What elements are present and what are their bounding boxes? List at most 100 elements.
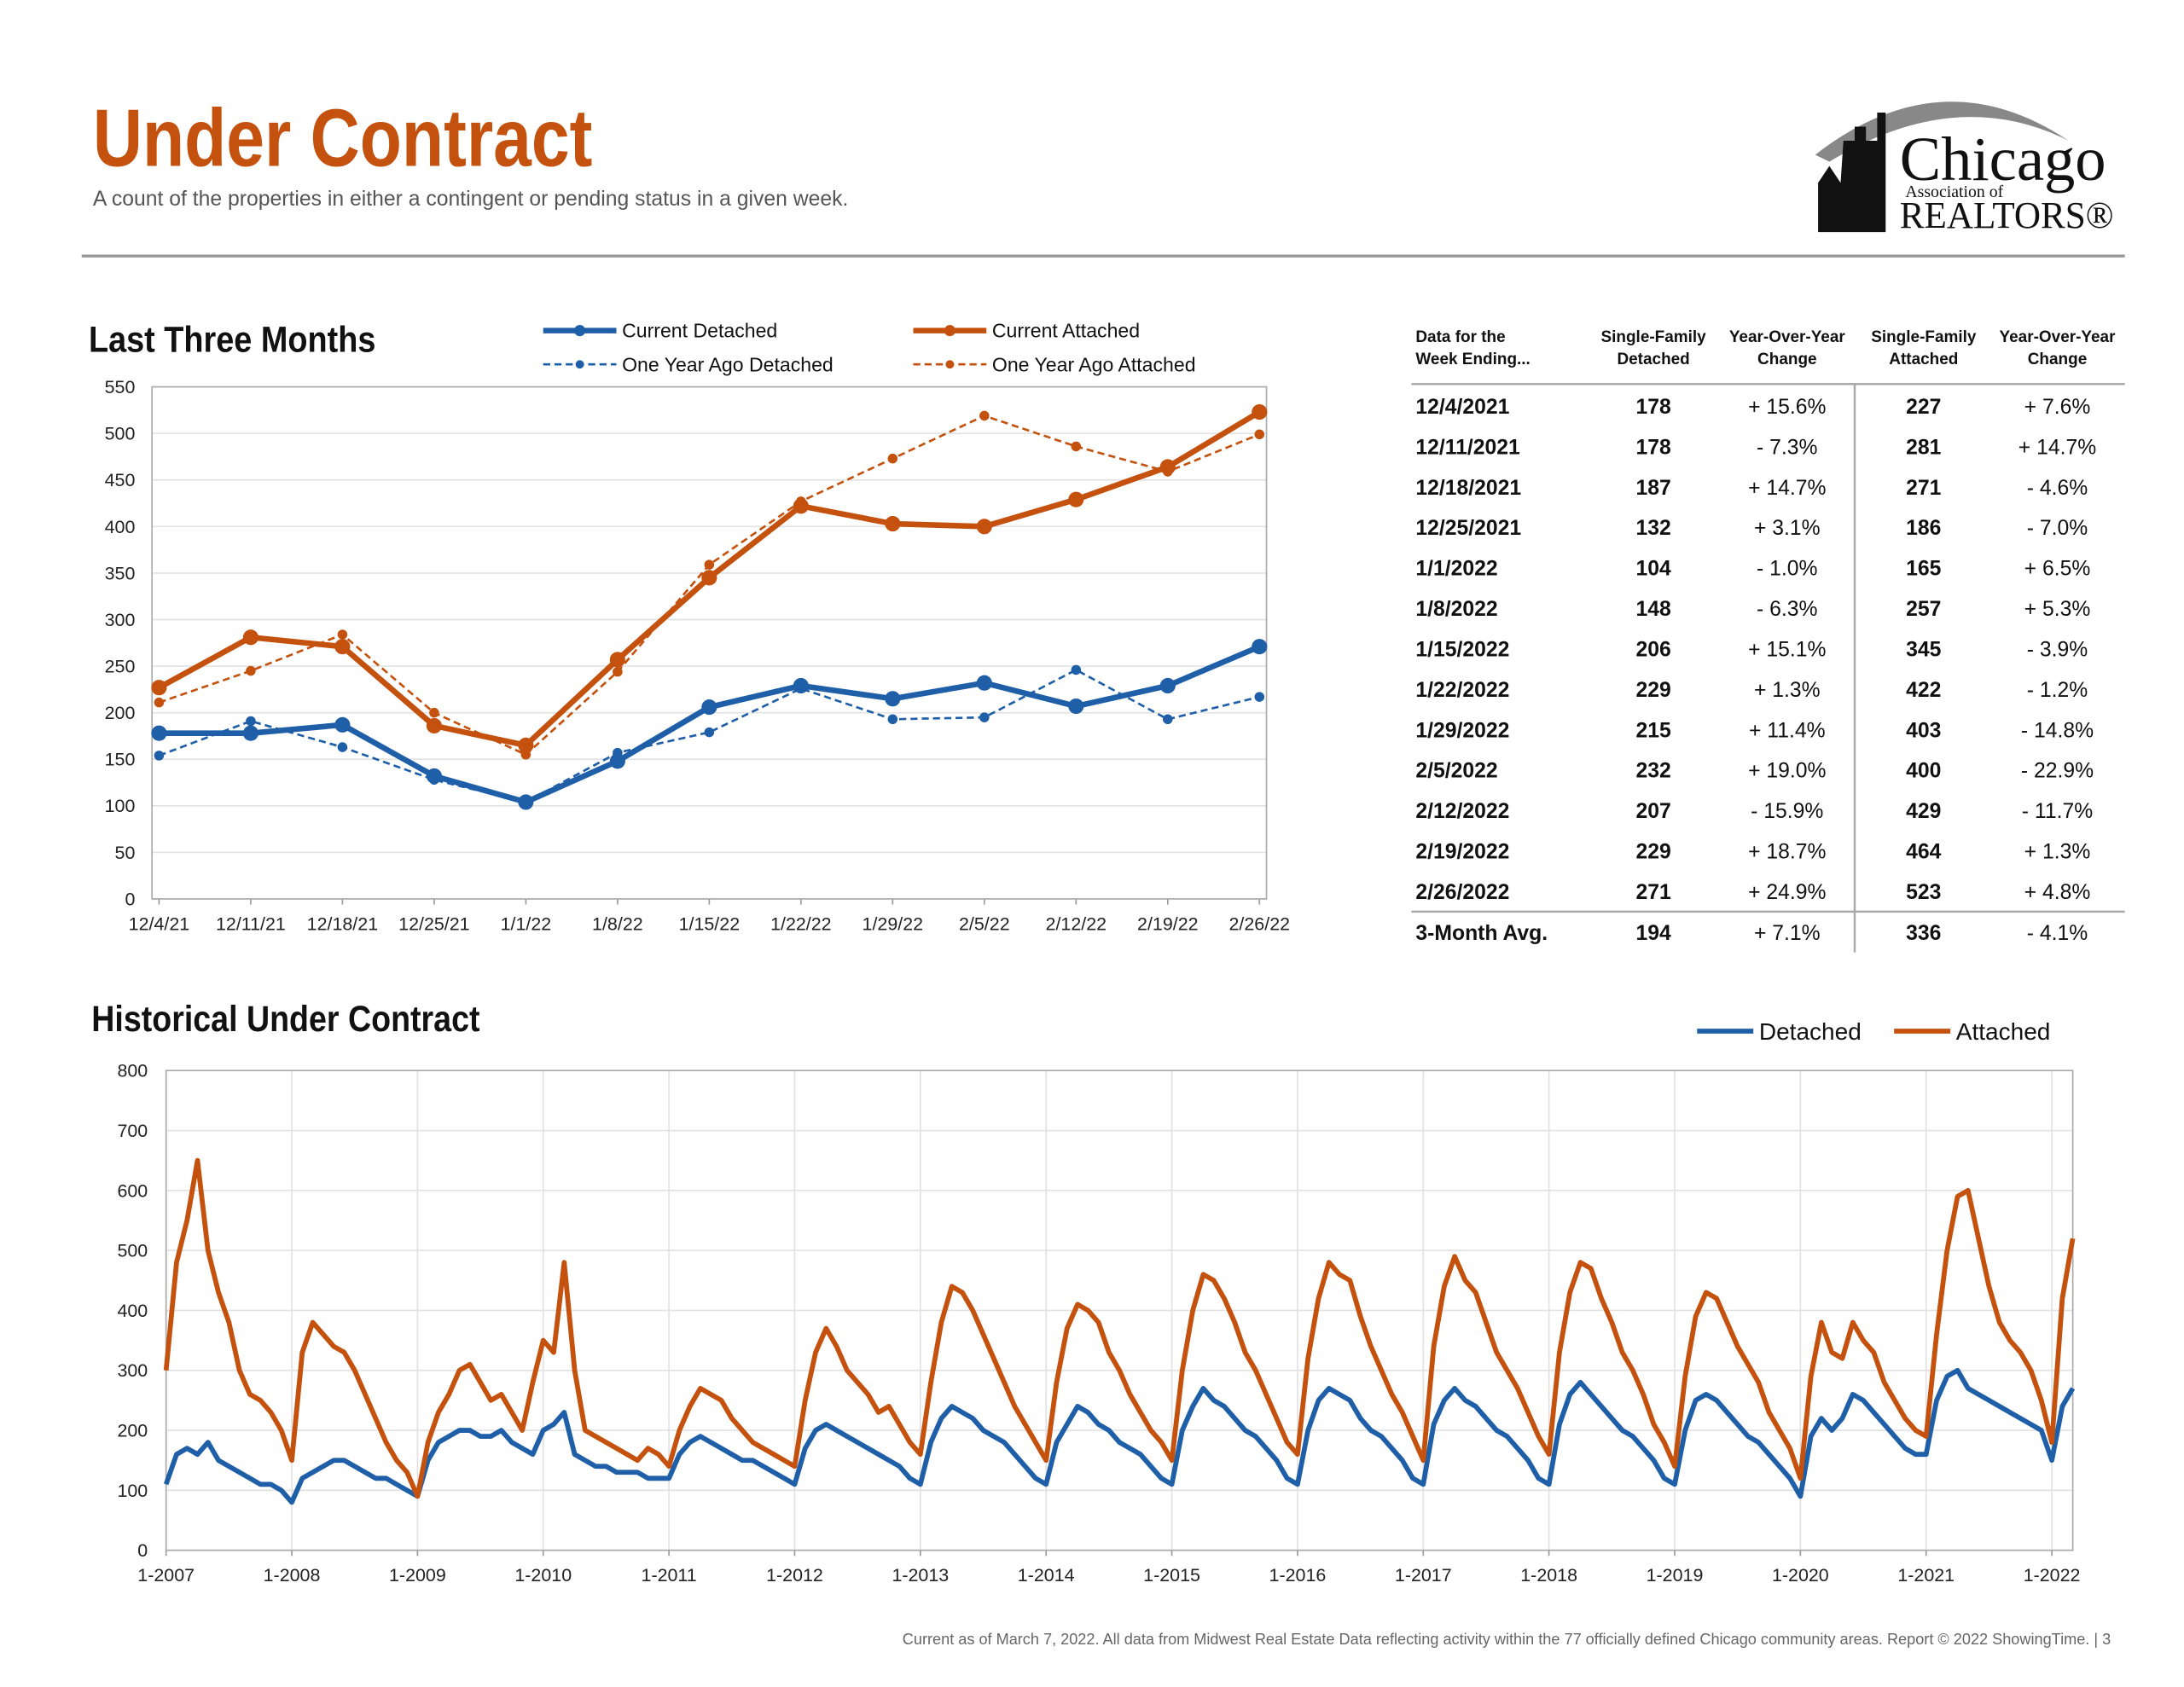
- table-cell: 206: [1635, 638, 1670, 661]
- table-cell: + 4.8%: [2024, 881, 2091, 904]
- x-tick-label: 1-2010: [514, 1565, 572, 1586]
- table-cell: 429: [1906, 800, 1941, 823]
- x-tick-label: 2/5/22: [959, 913, 1010, 934]
- data-point: [154, 751, 165, 761]
- legend-label: One Year Ago Attached: [992, 353, 1196, 375]
- plot-frame: [151, 386, 1268, 900]
- table-cell: - 11.7%: [2022, 800, 2093, 823]
- x-tick-label: 1-2016: [1269, 1565, 1327, 1586]
- logo-line3: REALTORS®: [1900, 194, 2114, 236]
- data-point: [887, 453, 898, 464]
- data-point: [151, 680, 167, 696]
- table-cell: 1/22/2022: [1415, 679, 1509, 702]
- table-cell: 281: [1906, 436, 1942, 459]
- data-point: [1254, 429, 1265, 440]
- table-cell: 178: [1635, 436, 1670, 459]
- table-cell: 257: [1906, 598, 1941, 621]
- data-point: [518, 737, 534, 753]
- table-cell: - 7.3%: [1757, 436, 1818, 459]
- data-point: [609, 652, 625, 668]
- plot-frame: [165, 1070, 2074, 1551]
- table-cell: + 19.0%: [1748, 760, 1826, 783]
- data-point: [1068, 698, 1084, 715]
- table-cell: - 7.0%: [2027, 517, 2088, 540]
- table-cell: 523: [1906, 881, 1941, 904]
- x-tick-label: 2/26/22: [1229, 913, 1291, 934]
- data-point: [520, 797, 531, 808]
- table-cell: 178: [1635, 396, 1670, 419]
- table-header: Single-Family: [1871, 328, 1977, 346]
- data-point: [976, 519, 992, 535]
- y-tick-label: 300: [117, 1360, 148, 1381]
- legend-label: Attached: [1956, 1018, 2051, 1045]
- data-point: [334, 716, 351, 733]
- x-tick-label: 12/25/21: [398, 913, 469, 934]
- x-tick-label: 1-2008: [264, 1565, 321, 1586]
- data-point: [246, 716, 256, 727]
- table-cell: 464: [1906, 841, 1942, 864]
- logo-line2: Association of: [1905, 183, 2003, 201]
- x-tick-label: 12/4/21: [129, 913, 190, 934]
- y-tick-label: 200: [117, 1420, 148, 1441]
- x-tick-label: 1-2022: [2024, 1565, 2081, 1586]
- table-cell: 165: [1906, 558, 1942, 581]
- table-cell: + 14.7%: [2018, 436, 2096, 459]
- data-point: [337, 742, 348, 752]
- table-cell: - 3.9%: [2027, 638, 2088, 661]
- y-tick-label: 450: [105, 470, 136, 490]
- data-point: [976, 675, 992, 691]
- table-header: Year-Over-Year: [1729, 328, 1846, 346]
- data-point: [704, 727, 715, 738]
- table-cell: 104: [1635, 558, 1671, 581]
- table-cell: - 14.8%: [2021, 719, 2094, 742]
- data-point: [1071, 441, 1082, 452]
- table-cell: 12/4/2021: [1415, 396, 1509, 419]
- data-point: [704, 559, 715, 570]
- y-tick-label: 550: [105, 377, 136, 397]
- data-point: [1068, 491, 1084, 507]
- table-cell: - 1.2%: [2027, 679, 2088, 702]
- table-cell: 271: [1906, 477, 1942, 500]
- data-point: [1252, 403, 1268, 420]
- table-cell: + 15.1%: [1748, 638, 1826, 661]
- table-cell: + 24.9%: [1748, 881, 1826, 904]
- logo-name: Chicago: [1900, 125, 2106, 194]
- y-tick-label: 100: [117, 1481, 148, 1501]
- table-cell: + 3.1%: [1754, 517, 1821, 540]
- y-tick-label: 500: [117, 1241, 148, 1261]
- table-header: Change: [2028, 351, 2088, 368]
- x-tick-label: 1/15/22: [679, 913, 741, 934]
- table-cell: 345: [1906, 638, 1942, 661]
- table-cell: - 4.1%: [2027, 922, 2088, 945]
- data-point: [1163, 714, 1173, 725]
- x-tick-label: 1-2021: [1897, 1565, 1955, 1586]
- x-tick-label: 12/18/21: [307, 913, 378, 934]
- data-point: [429, 774, 439, 786]
- data-point: [429, 707, 439, 718]
- table-cell: 215: [1635, 719, 1671, 742]
- data-point: [979, 712, 990, 722]
- y-tick-label: 600: [117, 1180, 148, 1201]
- table-cell: 1/1/2022: [1415, 558, 1497, 581]
- table-cell: + 14.7%: [1748, 477, 1826, 500]
- table-cell: + 1.3%: [1754, 679, 1821, 702]
- data-point: [337, 629, 348, 640]
- table-cell: 2/26/2022: [1415, 881, 1509, 904]
- x-tick-label: 1-2013: [892, 1565, 949, 1586]
- x-tick-label: 2/12/22: [1046, 913, 1107, 934]
- table-cell: + 7.6%: [2024, 396, 2091, 419]
- table-cell: - 1.0%: [1757, 558, 1818, 581]
- table-cell: + 7.1%: [1754, 922, 1821, 945]
- table-cell: + 11.4%: [1749, 719, 1826, 742]
- x-tick-label: 1/1/22: [501, 913, 552, 934]
- data-point: [701, 570, 717, 586]
- x-tick-label: 1-2015: [1143, 1565, 1200, 1586]
- table-cell: 229: [1635, 679, 1670, 702]
- table-cell: 1/29/2022: [1415, 719, 1509, 742]
- table-header: Change: [1757, 351, 1817, 368]
- x-tick-label: 1-2018: [1520, 1565, 1577, 1586]
- x-tick-label: 2/19/22: [1137, 913, 1199, 934]
- table-cell: 12/11/2021: [1415, 436, 1520, 459]
- table-cell: 2/12/2022: [1415, 800, 1509, 823]
- y-tick-label: 300: [105, 610, 136, 630]
